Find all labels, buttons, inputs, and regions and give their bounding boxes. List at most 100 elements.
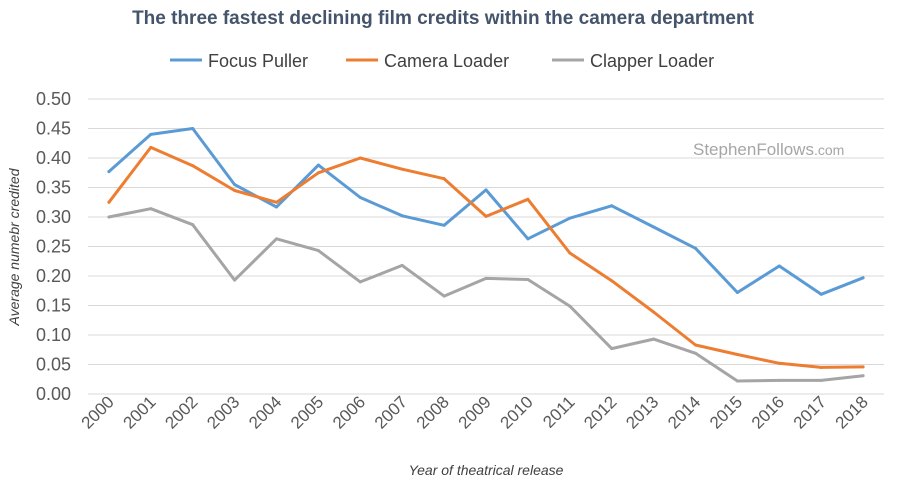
data-point-clapper-loader	[442, 294, 446, 298]
y-tick-label: 0.05	[36, 355, 71, 375]
data-point-camera-loader	[526, 197, 530, 201]
data-point-camera-loader	[316, 171, 320, 175]
data-point-focus-puller	[107, 170, 111, 174]
y-tick-label: 0.20	[36, 266, 71, 286]
legend-label-focus-puller: Focus Puller	[208, 51, 308, 71]
data-point-camera-loader	[484, 214, 488, 218]
data-point-camera-loader	[861, 365, 865, 369]
x-tick-label: 2018	[832, 392, 872, 432]
y-tick-label: 0.40	[36, 148, 71, 168]
data-point-clapper-loader	[107, 215, 111, 219]
data-point-clapper-loader	[358, 280, 362, 284]
data-point-clapper-loader	[275, 237, 279, 241]
y-tick-label: 0.25	[36, 237, 71, 257]
data-point-camera-loader	[191, 164, 195, 168]
x-tick-label: 2013	[622, 392, 662, 432]
y-axis-ticks: 0.00 0.05 0.10 0.15 0.20 0.25 0.30 0.35 0.40 0.45…	[36, 89, 71, 404]
data-point-clapper-loader	[777, 378, 781, 382]
x-tick-label: 2006	[329, 392, 369, 432]
legend-label-camera-loader: Camera Loader	[384, 51, 509, 71]
x-tick-label: 2004	[245, 392, 285, 432]
data-point-camera-loader	[442, 177, 446, 181]
data-point-clapper-loader	[149, 207, 153, 211]
x-tick-label: 2002	[161, 392, 201, 432]
data-point-focus-puller	[358, 196, 362, 200]
series-line-clapper-loader	[107, 207, 865, 383]
x-tick-label: 2017	[790, 392, 830, 432]
x-tick-label: 2014	[664, 392, 704, 432]
y-tick-label: 0.45	[36, 119, 71, 139]
y-tick-label: 0.30	[36, 207, 71, 227]
data-point-camera-loader	[149, 145, 153, 149]
x-tick-label: 2010	[497, 392, 537, 432]
legend-label-clapper-loader: Clapper Loader	[590, 51, 714, 71]
data-point-focus-puller	[777, 264, 781, 268]
data-point-clapper-loader	[191, 223, 195, 227]
x-tick-label: 2003	[203, 392, 243, 432]
x-tick-label: 2011	[539, 392, 578, 431]
data-point-focus-puller	[149, 132, 153, 136]
data-point-focus-puller	[735, 291, 739, 295]
data-point-camera-loader	[819, 365, 823, 369]
y-tick-label: 0.50	[36, 89, 71, 109]
data-point-camera-loader	[107, 200, 111, 204]
data-point-camera-loader	[610, 279, 614, 283]
series-group	[107, 127, 865, 383]
data-point-focus-puller	[191, 127, 195, 130]
data-point-clapper-loader	[610, 347, 614, 351]
legend: Focus Puller Camera Loader Clapper Loader	[170, 51, 714, 71]
data-point-camera-loader	[275, 200, 279, 204]
series-line-camera-loader	[107, 145, 865, 369]
data-point-focus-puller	[316, 163, 320, 167]
data-point-focus-puller	[526, 237, 530, 241]
x-tick-label: 2016	[748, 392, 788, 432]
x-tick-label: 2008	[413, 392, 453, 432]
y-tick-label: 0.10	[36, 325, 71, 345]
data-point-clapper-loader	[233, 278, 237, 282]
data-point-clapper-loader	[693, 351, 697, 355]
watermark: StephenFollows.com	[693, 140, 844, 159]
data-point-camera-loader	[693, 343, 697, 347]
x-tick-label: 2000	[78, 392, 118, 432]
data-point-focus-puller	[652, 225, 656, 229]
data-point-clapper-loader	[735, 379, 739, 383]
data-point-clapper-loader	[861, 374, 865, 378]
data-point-focus-puller	[568, 216, 572, 220]
data-point-focus-puller	[819, 292, 823, 296]
data-point-camera-loader	[735, 352, 739, 356]
y-tick-label: 0.15	[36, 296, 71, 316]
data-point-camera-loader	[652, 310, 656, 314]
data-point-clapper-loader	[819, 378, 823, 382]
data-point-camera-loader	[400, 167, 404, 171]
data-point-focus-puller	[484, 188, 488, 192]
chart-title: The three fastest declining film credits…	[132, 8, 755, 29]
data-point-focus-puller	[400, 214, 404, 218]
x-tick-label: 2015	[706, 392, 746, 432]
x-axis-label: Year of theatrical release	[409, 462, 564, 478]
data-point-clapper-loader	[316, 249, 320, 253]
data-point-camera-loader	[233, 188, 237, 192]
data-point-focus-puller	[861, 276, 865, 280]
data-point-focus-puller	[442, 223, 446, 227]
x-tick-label: 2001	[119, 392, 159, 432]
data-point-focus-puller	[233, 183, 237, 187]
x-tick-label: 2007	[371, 392, 411, 432]
x-tick-label: 2005	[287, 392, 327, 432]
data-point-clapper-loader	[652, 337, 656, 341]
x-tick-label: 2009	[455, 392, 495, 432]
x-axis-ticks: 2000 2001 2002 2003 2004 2005 2006 2007 2008 2009…	[78, 392, 872, 432]
watermark-name: StephenFollows	[693, 140, 814, 159]
data-point-clapper-loader	[526, 278, 530, 282]
data-point-camera-loader	[568, 251, 572, 255]
y-tick-label: 0.00	[36, 384, 71, 404]
y-tick-label: 0.35	[36, 178, 71, 198]
data-point-focus-puller	[693, 246, 697, 250]
x-tick-label: 2012	[580, 392, 620, 432]
watermark-suffix: .com	[814, 142, 844, 158]
data-point-camera-loader	[358, 156, 362, 160]
data-point-clapper-loader	[568, 304, 572, 308]
data-point-clapper-loader	[484, 276, 488, 280]
data-point-focus-puller	[610, 204, 614, 208]
gridlines	[88, 98, 884, 395]
